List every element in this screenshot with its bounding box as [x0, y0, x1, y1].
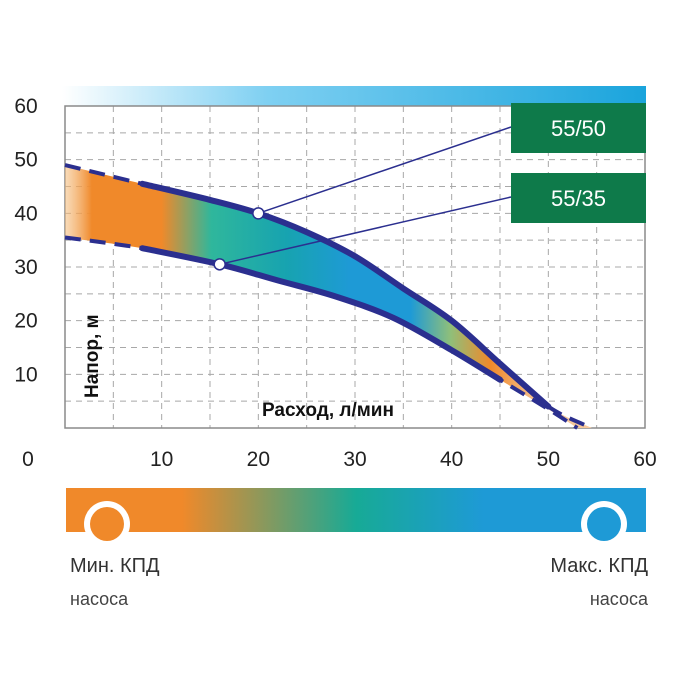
x-tick-label: 30 — [343, 448, 366, 471]
y-tick-label: 20 — [14, 310, 37, 333]
x-tick-label: 10 — [150, 448, 173, 471]
plot-area — [64, 105, 646, 429]
y-tick-label: 50 — [14, 149, 37, 172]
efficiency-gradient-bar — [66, 488, 646, 532]
x-tick-labels: 0 10 20 30 40 50 60 — [22, 448, 657, 471]
y-tick-label: 60 — [14, 95, 37, 118]
min-efficiency-label: Мин. КПД — [70, 555, 160, 577]
y-tick-label: 30 — [14, 256, 37, 279]
curve-marker — [252, 207, 265, 220]
leaders — [213, 126, 512, 271]
y-tick-label: 10 — [14, 363, 37, 386]
leader-line — [219, 196, 512, 266]
curve-55-50 — [139, 180, 552, 410]
leader-line — [258, 126, 512, 215]
y-axis-title: Напор, м — [82, 314, 103, 398]
x-tick-label: 0 — [22, 448, 34, 471]
max-efficiency-sublabel: насоса — [589, 589, 648, 609]
series-badge-label: 55/50 — [551, 116, 606, 141]
x-tick-label: 60 — [633, 448, 656, 471]
max-efficiency-label: Макс. КПД — [550, 555, 648, 577]
series-badge-label: 55/35 — [551, 186, 606, 211]
badges: 55/50 55/35 — [511, 103, 646, 223]
x-axis-title: Расход, л/мин — [262, 400, 394, 421]
x-tick-label: 20 — [247, 448, 270, 471]
curve-marker — [213, 258, 226, 271]
min-efficiency-dot — [90, 507, 124, 541]
max-efficiency-dot — [587, 507, 621, 541]
min-efficiency-sublabel: насоса — [70, 589, 129, 609]
series-badge — [511, 173, 646, 223]
y-tick-labels: 10 20 30 40 50 60 — [14, 95, 37, 386]
x-tick-label: 50 — [537, 448, 560, 471]
efficiency-band — [65, 165, 592, 429]
header-stripe — [62, 86, 646, 106]
y-tick-label: 40 — [14, 202, 37, 225]
x-tick-label: 40 — [440, 448, 463, 471]
series-badge — [511, 103, 646, 153]
